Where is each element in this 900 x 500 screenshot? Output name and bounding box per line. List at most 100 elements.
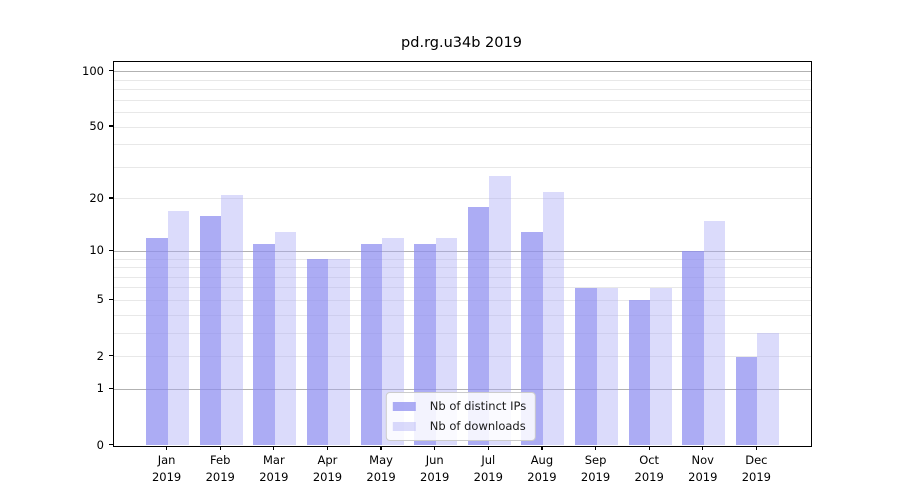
- bar-downloads-jan: [167, 211, 190, 446]
- x-tick-label: Aug 2019: [510, 452, 574, 487]
- gridline-minor: [114, 166, 811, 168]
- bar-distinct-ips-jul: [467, 207, 490, 446]
- y-tick-label: 5: [96, 292, 104, 307]
- x-tick: [326, 445, 329, 450]
- y-tick-label: 1: [96, 381, 104, 396]
- x-tick-year: 2019: [259, 470, 289, 484]
- y-tick: [108, 70, 113, 72]
- x-tick: [648, 445, 650, 450]
- gridline-minor: [114, 126, 811, 128]
- x-tick-year: 2019: [151, 470, 182, 484]
- x-tick: [380, 445, 382, 450]
- x-tick-year: 2019: [420, 470, 450, 484]
- bar-distinct-ips-mar: [253, 244, 275, 446]
- gridline-major: [114, 250, 811, 252]
- x-tick: [219, 445, 221, 450]
- x-tick: [541, 445, 543, 450]
- gridline-minor: [114, 287, 811, 289]
- x-tick: [702, 445, 704, 450]
- bar-downloads-aug: [542, 191, 565, 446]
- legend-row: Nb of distinct IPs: [392, 397, 527, 415]
- bar-distinct-ips-jan: [146, 237, 168, 446]
- x-tick: [755, 445, 758, 450]
- x-tick-year: 2019: [741, 470, 772, 484]
- gridline-minor: [114, 89, 811, 91]
- x-tick-month: Dec: [745, 452, 768, 467]
- x-tick-year: 2019: [366, 470, 396, 484]
- gridline-minor: [114, 79, 811, 81]
- x-tick-label: May 2019: [349, 452, 413, 487]
- bar-distinct-ips-dec: [735, 356, 758, 446]
- x-tick: [165, 445, 168, 450]
- bar-distinct-ips-feb: [199, 216, 222, 446]
- gridline-major: [114, 71, 811, 73]
- gridline-minor: [114, 332, 811, 334]
- x-tick-label: Jan 2019: [135, 452, 199, 487]
- x-tick: [273, 445, 275, 450]
- x-tick-month: Aug: [530, 452, 554, 467]
- x-tick-year: 2019: [580, 470, 611, 484]
- bar-downloads-sep: [596, 287, 618, 446]
- bar-downloads-apr: [328, 259, 350, 446]
- legend-swatch-distinct-ips: [392, 401, 416, 411]
- gridline-minor: [114, 314, 811, 316]
- y-tick: [108, 125, 113, 127]
- x-tick-year: 2019: [205, 470, 235, 484]
- y-tick-label: 2: [96, 348, 104, 363]
- bar-downloads-oct: [650, 287, 672, 446]
- y-tick: [108, 197, 113, 199]
- x-tick-label: Apr 2019: [295, 452, 359, 487]
- x-tick-month: Nov: [691, 452, 714, 467]
- gridline-minor: [114, 276, 811, 278]
- x-tick-label: Feb 2019: [188, 452, 252, 487]
- x-tick-year: 2019: [312, 470, 343, 484]
- gridline-minor: [114, 99, 811, 101]
- x-tick-month: Feb: [210, 452, 231, 467]
- gridline-minor: [114, 144, 811, 146]
- gridline-minor: [114, 198, 811, 200]
- x-tick-year: 2019: [527, 470, 557, 484]
- y-tick: [108, 443, 113, 446]
- legend-row: Nb of downloads: [392, 417, 526, 435]
- legend-label: Nb of downloads: [429, 419, 526, 433]
- y-tick: [108, 354, 113, 357]
- x-tick-label: Mar 2019: [242, 452, 306, 487]
- gridline-minor: [114, 299, 811, 301]
- bar-distinct-ips-apr: [307, 259, 329, 446]
- x-tick-month: Apr: [317, 452, 338, 467]
- x-tick-label: Nov 2019: [671, 452, 735, 487]
- x-tick-label: Dec 2019: [724, 452, 788, 487]
- plot-area: [113, 61, 812, 447]
- bar-distinct-ips-may: [360, 244, 383, 446]
- bar-distinct-ips-sep: [575, 287, 597, 446]
- x-tick-label: Oct 2019: [617, 452, 681, 487]
- gridline-minor: [114, 356, 811, 358]
- x-tick-month: Jan: [157, 452, 176, 467]
- x-tick-month: Oct: [639, 452, 660, 467]
- x-tick: [434, 445, 436, 450]
- bar-distinct-ips-nov: [682, 251, 704, 446]
- x-tick-year: 2019: [634, 470, 664, 484]
- bar-downloads-dec: [757, 333, 779, 446]
- x-tick-label: Sep 2019: [564, 452, 628, 487]
- y-tick: [108, 387, 113, 390]
- x-tick-year: 2019: [473, 470, 503, 484]
- gridline-major: [114, 388, 811, 390]
- legend-label: Nb of distinct IPs: [429, 399, 527, 413]
- x-tick-label: Jun 2019: [403, 452, 467, 487]
- bar-downloads-jul: [489, 175, 511, 446]
- legend: Nb of distinct IPs Nb of downloads: [385, 392, 537, 441]
- bar-downloads-feb: [221, 195, 243, 446]
- x-tick-month: Sep: [584, 452, 607, 467]
- y-tick: [108, 298, 113, 301]
- gridline-minor: [114, 258, 811, 260]
- x-tick: [487, 445, 489, 450]
- x-tick: [594, 445, 597, 450]
- y-tick-label: 100: [82, 63, 104, 78]
- bar-downloads-nov: [703, 220, 726, 446]
- y-tick: [108, 249, 113, 251]
- gridline-minor: [114, 267, 811, 269]
- y-tick-label: 50: [89, 119, 104, 134]
- legend-swatch-downloads: [392, 421, 416, 431]
